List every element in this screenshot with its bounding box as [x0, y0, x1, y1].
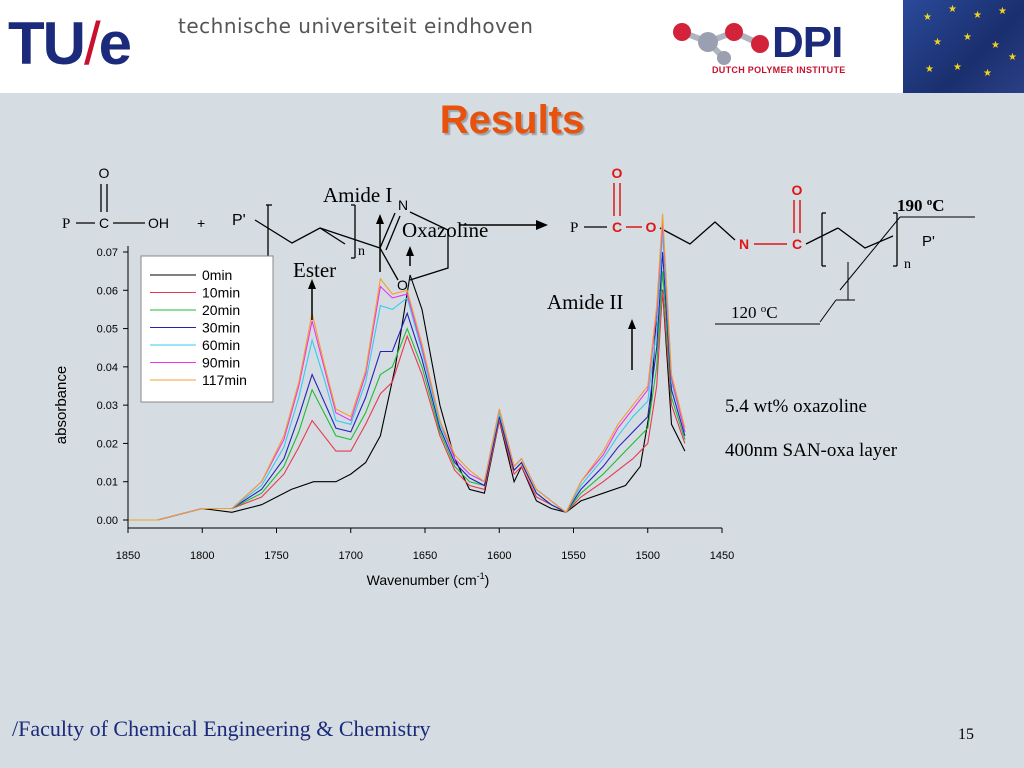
- dpi-wordmark: DPI: [772, 18, 843, 67]
- eu-star-icon: ★: [923, 12, 932, 23]
- reactant-oh: OH: [148, 215, 169, 231]
- temperature-190: 190 oC: [897, 196, 945, 215]
- product-p: P: [570, 220, 578, 236]
- eu-star-icon: ★: [948, 4, 957, 15]
- y-tick-label: 0.07: [97, 247, 118, 259]
- y-tick-label: 0.05: [97, 324, 118, 336]
- legend-label: 0min: [202, 267, 232, 283]
- dpi-subtitle: DUTCH POLYMER INSTITUTE: [712, 65, 846, 75]
- slide-header: TU/e technische universiteit eindhoven D…: [0, 0, 1024, 93]
- reactant-p: P: [62, 216, 70, 232]
- legend-label: 30min: [202, 320, 240, 336]
- note-oxazoline-content: 5.4 wt% oxazoline: [725, 396, 867, 417]
- eu-star-icon: ★: [973, 10, 982, 21]
- slide-title: Results: [439, 98, 585, 142]
- x-tick-label: 1800: [190, 550, 214, 562]
- y-tick-label: 0.01: [97, 477, 118, 489]
- x-tick-label: 1500: [636, 550, 660, 562]
- eu-star-icon: ★: [963, 32, 972, 43]
- eu-star-icon: ★: [991, 40, 1000, 51]
- product-n: N: [739, 236, 749, 252]
- page-number: 15: [958, 726, 974, 743]
- product-c: C: [612, 219, 622, 235]
- note-layer-thickness: 400nm SAN-oxa layer: [725, 440, 898, 461]
- series-line-30min: [128, 251, 686, 521]
- reactant-o: O: [99, 165, 110, 181]
- product-subscript-n: n: [904, 257, 911, 272]
- tue-logo: TU/e: [8, 10, 132, 77]
- ester-label: Ester: [293, 258, 337, 282]
- product-carbonyl-o2: O: [792, 182, 803, 198]
- x-tick-label: 1550: [561, 550, 585, 562]
- ring-n: N: [398, 197, 408, 213]
- series-line-90min: [128, 221, 686, 521]
- product-c2: C: [792, 236, 802, 252]
- series-line-20min: [128, 271, 686, 521]
- europe-map-image: ★ ★ ★ ★ ★ ★ ★ ★ ★ ★ ★: [903, 0, 1024, 93]
- dpi-logo: DPI DUTCH POLYMER INSTITUTE: [668, 18, 860, 80]
- eu-star-icon: ★: [925, 64, 934, 75]
- x-tick-label: 1600: [487, 550, 511, 562]
- x-axis-label: Wavenumber (cm-1): [367, 571, 490, 588]
- university-name: technische universiteit eindhoven: [178, 14, 534, 38]
- oxazoline-label: Oxazoline: [402, 218, 489, 242]
- y-tick-label: 0.04: [97, 362, 118, 374]
- product-carbonyl-o1: O: [612, 165, 623, 181]
- oxazoline-polymer-structure: P' n N O: [232, 197, 449, 293]
- series-line-0min: [128, 274, 686, 521]
- product-o: O: [646, 219, 657, 235]
- y-tick-label: 0.02: [97, 438, 118, 450]
- y-tick-label: 0.06: [97, 285, 118, 297]
- eu-star-icon: ★: [998, 6, 1007, 17]
- eu-star-icon: ★: [933, 37, 942, 48]
- x-tick-label: 1450: [710, 550, 734, 562]
- y-axis-label: absorbance: [53, 366, 70, 444]
- plus-sign: +: [197, 215, 205, 231]
- eu-star-icon: ★: [953, 62, 962, 73]
- amide1-label: Amide I: [323, 183, 393, 207]
- eu-star-icon: ★: [983, 68, 992, 79]
- eu-stars-icon: ★★★ ★★ ★★★ ★★★: [923, 4, 1017, 79]
- y-tick-label: 0.00: [97, 515, 118, 527]
- y-tick-label: 0.03: [97, 400, 118, 412]
- carboxylic-acid-structure: O P C OH +: [62, 165, 205, 232]
- ring-o: O: [397, 277, 408, 293]
- eu-star-icon: ★: [1008, 52, 1017, 63]
- legend-label: 20min: [202, 302, 240, 318]
- amide2-label: Amide II: [547, 290, 624, 314]
- reactant-c: C: [99, 215, 109, 231]
- series-line-117min: [128, 213, 686, 521]
- x-tick-label: 1850: [116, 550, 140, 562]
- polymer-subscript-n: n: [358, 244, 365, 259]
- molecule-icon: [673, 23, 769, 65]
- ftir-chart: 0.00 0.01 0.02 0.03 0.04 0.05 0.06 0.07 1850 1800…: [53, 213, 734, 588]
- footer-faculty: /Faculty of Chemical Engineering & Chemi…: [12, 716, 431, 741]
- product-p-prime: P': [922, 233, 935, 250]
- legend-label: 60min: [202, 337, 240, 353]
- legend-label: 10min: [202, 285, 240, 301]
- polymer-p: P': [232, 212, 246, 229]
- x-tick-label: 1700: [339, 550, 363, 562]
- x-tick-label: 1750: [264, 550, 288, 562]
- series-line-10min: [128, 290, 686, 521]
- legend-label: 90min: [202, 355, 240, 371]
- x-tick-label: 1650: [413, 550, 437, 562]
- product-structure: P C O O N C O P' n 190 oC 120 oC: [570, 165, 975, 325]
- legend-label: 117min: [202, 372, 247, 388]
- temperature-120: 120 oC: [731, 303, 778, 322]
